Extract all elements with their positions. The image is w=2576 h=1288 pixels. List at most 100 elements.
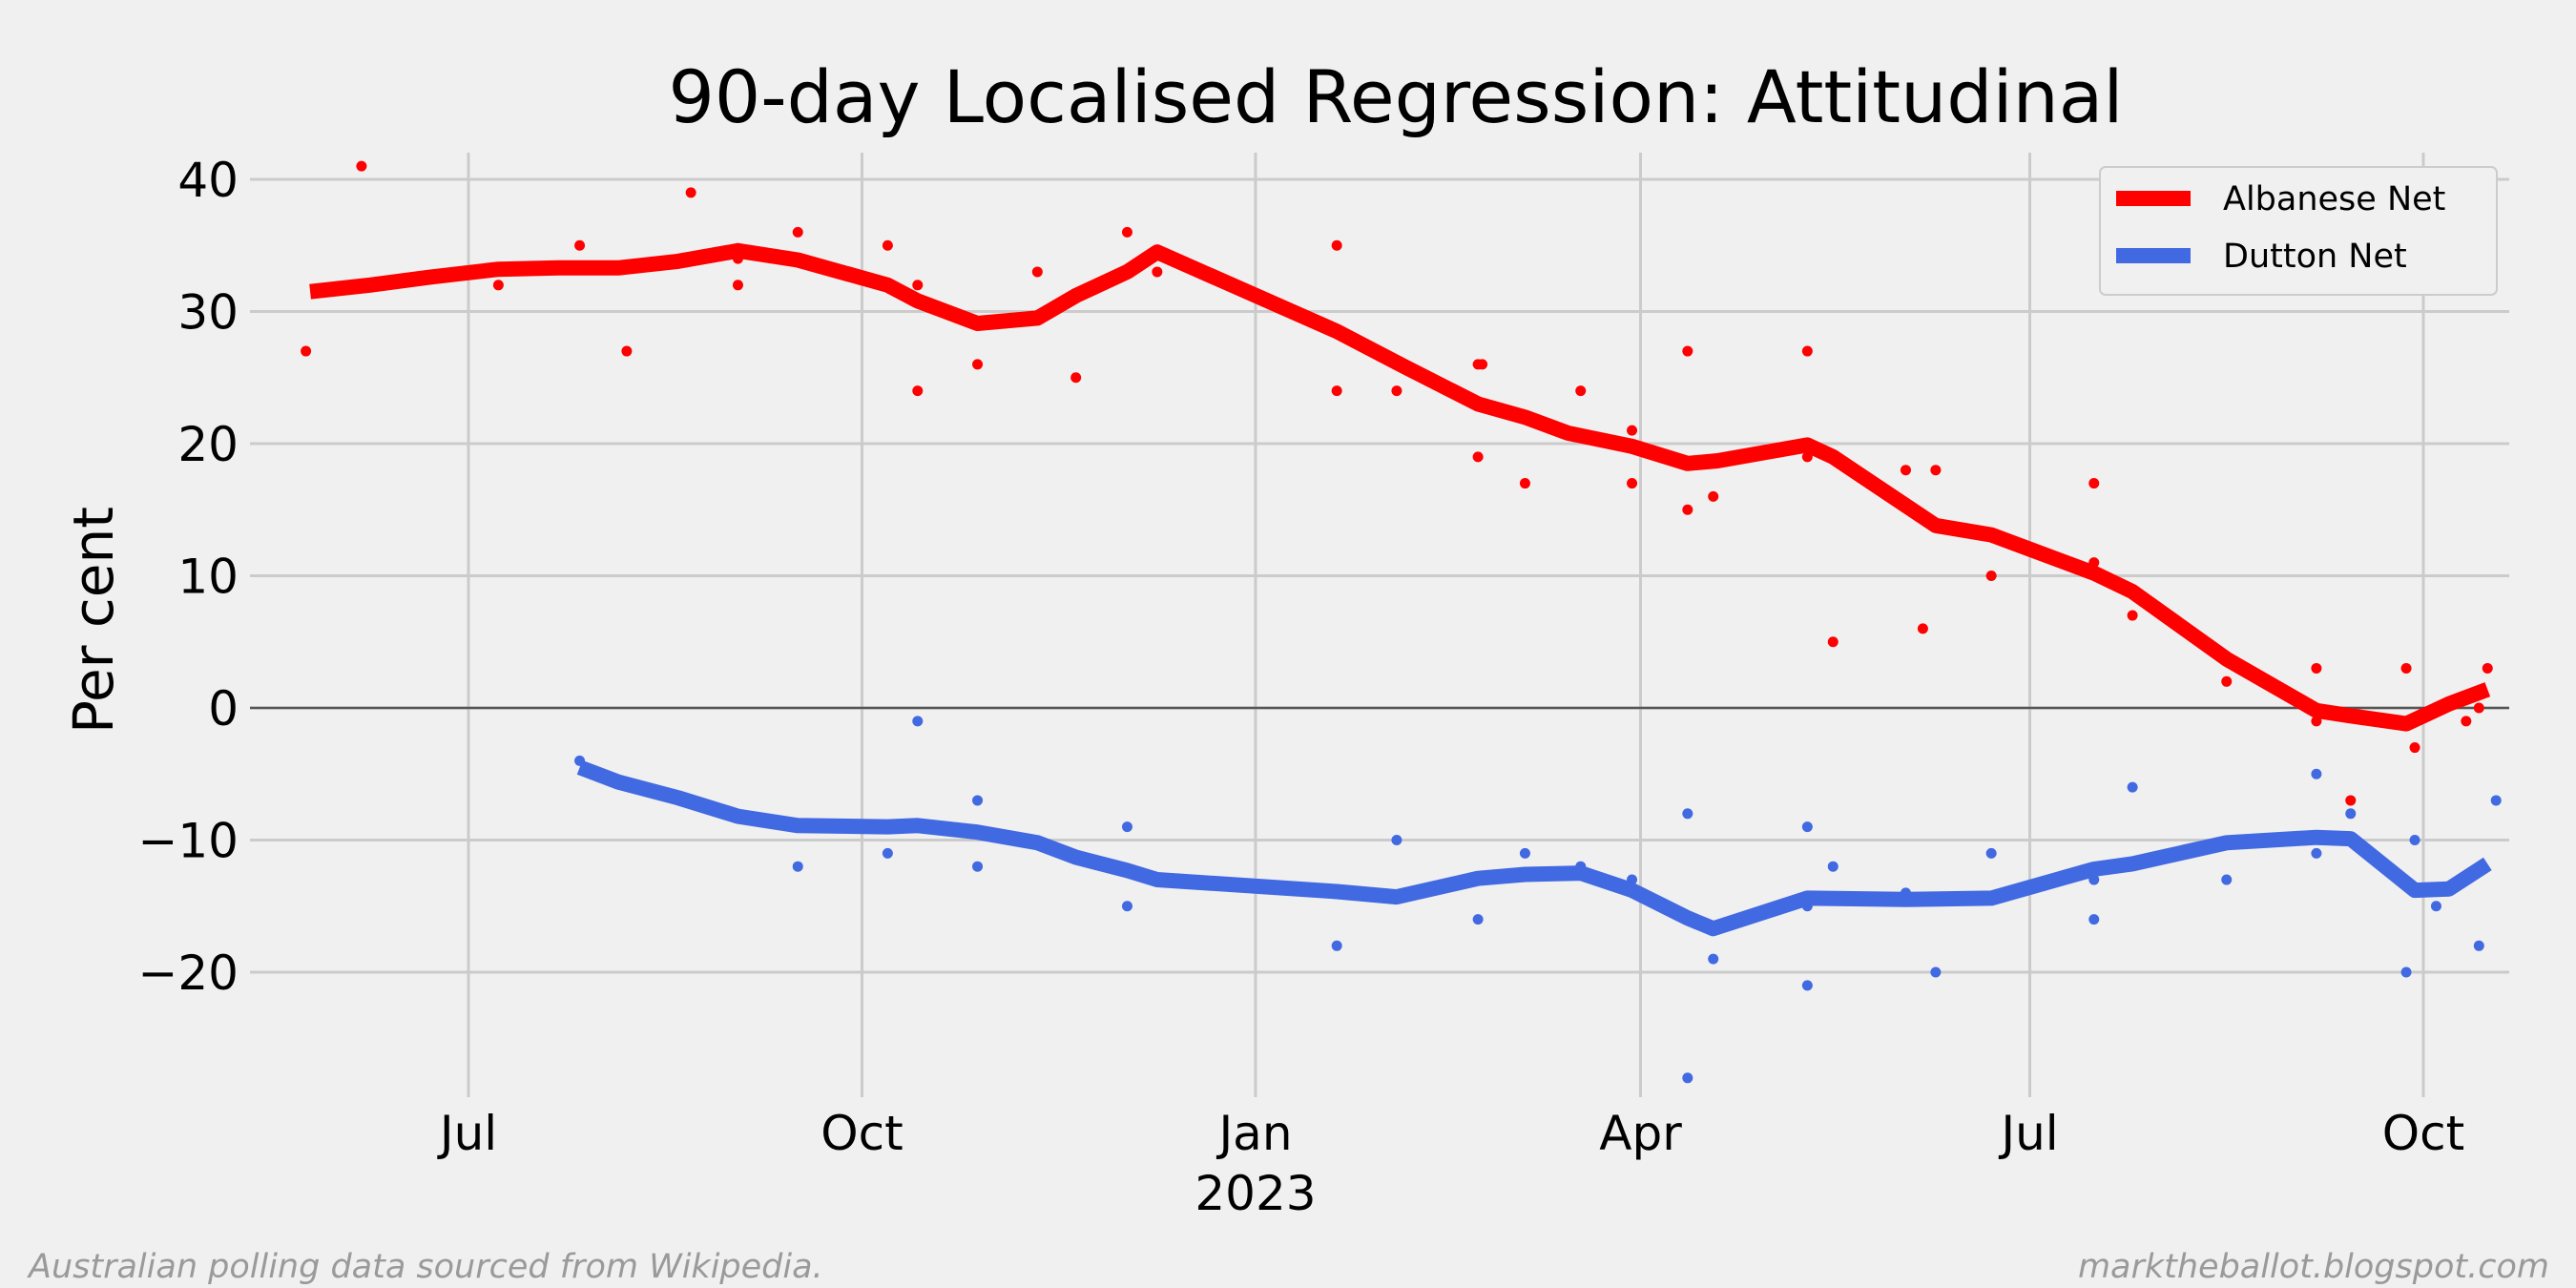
data-point-albanese-net bbox=[2088, 478, 2100, 489]
data-point-albanese-net bbox=[2409, 742, 2420, 754]
data-point-dutton-net bbox=[1121, 901, 1132, 912]
data-point-dutton-net bbox=[1472, 914, 1484, 925]
data-point-albanese-net bbox=[356, 160, 367, 172]
data-point-albanese-net bbox=[1519, 478, 1530, 489]
data-point-albanese-net bbox=[621, 345, 633, 357]
y-tick-label: −20 bbox=[137, 945, 239, 1001]
data-point-albanese-net bbox=[792, 226, 803, 238]
x-tick-label: Oct bbox=[2382, 1106, 2464, 1161]
series-layer bbox=[301, 160, 2502, 1084]
data-point-albanese-net bbox=[912, 280, 924, 291]
data-point-dutton-net bbox=[2430, 901, 2441, 912]
data-point-albanese-net bbox=[1682, 504, 1693, 515]
y-axis-label: Per cent bbox=[61, 507, 126, 734]
legend: Albanese Net Dutton Net bbox=[2099, 166, 2498, 296]
data-point-dutton-net bbox=[1391, 835, 1402, 845]
data-point-albanese-net bbox=[912, 385, 924, 397]
data-point-dutton-net bbox=[912, 716, 924, 727]
data-point-albanese-net bbox=[1708, 490, 1719, 502]
series-dutton-net bbox=[574, 716, 2502, 1084]
data-point-albanese-net bbox=[1152, 266, 1163, 278]
data-point-albanese-net bbox=[2345, 795, 2357, 806]
data-point-albanese-net bbox=[685, 187, 696, 198]
data-point-albanese-net bbox=[1682, 345, 1693, 357]
data-point-albanese-net bbox=[2400, 662, 2412, 674]
y-tick-label: 30 bbox=[177, 285, 239, 341]
data-point-dutton-net bbox=[1985, 847, 1997, 859]
data-point-albanese-net bbox=[574, 239, 586, 251]
data-point-albanese-net bbox=[1801, 345, 1813, 357]
data-point-dutton-net bbox=[2088, 914, 2100, 925]
data-point-dutton-net bbox=[1827, 861, 1839, 872]
y-tick-label: 40 bbox=[177, 153, 239, 208]
data-point-dutton-net bbox=[1682, 1072, 1693, 1084]
x-tick-label: Apr bbox=[1599, 1106, 1682, 1161]
data-point-dutton-net bbox=[1801, 980, 1813, 991]
data-point-albanese-net bbox=[1627, 478, 1638, 489]
data-point-dutton-net bbox=[2400, 966, 2412, 978]
data-point-dutton-net bbox=[792, 861, 803, 872]
x-tick-label: Oct bbox=[821, 1106, 903, 1161]
data-point-albanese-net bbox=[1070, 372, 1082, 384]
x-tick-label: Jan bbox=[1215, 1106, 1292, 1161]
data-point-albanese-net bbox=[492, 280, 504, 291]
data-point-dutton-net bbox=[2409, 835, 2420, 845]
x-tick-year-label: 2023 bbox=[1195, 1166, 1316, 1221]
chart-title: 90-day Localised Regression: Attitudinal bbox=[669, 54, 2124, 139]
data-point-dutton-net bbox=[1682, 808, 1693, 820]
data-point-albanese-net bbox=[1331, 385, 1342, 397]
data-point-albanese-net bbox=[1985, 571, 1997, 581]
series-albanese-net bbox=[301, 160, 2493, 806]
y-tick-label: 10 bbox=[177, 550, 239, 605]
data-point-dutton-net bbox=[2311, 847, 2322, 859]
footnote-website: marktheballot.blogspot.com bbox=[2077, 1248, 2549, 1286]
data-point-albanese-net bbox=[1477, 359, 1488, 370]
data-point-dutton-net bbox=[1519, 847, 1530, 859]
data-point-albanese-net bbox=[882, 239, 893, 251]
trend-line-dutton-net bbox=[576, 759, 2492, 937]
data-point-albanese-net bbox=[2482, 662, 2493, 674]
data-point-albanese-net bbox=[1900, 465, 1911, 476]
data-point-albanese-net bbox=[1575, 385, 1587, 397]
data-point-dutton-net bbox=[2473, 940, 2484, 951]
data-point-albanese-net bbox=[1331, 239, 1342, 251]
trend-line-albanese-net bbox=[309, 242, 2491, 732]
data-point-albanese-net bbox=[1031, 266, 1043, 278]
y-tick-label: −10 bbox=[137, 814, 239, 869]
data-point-dutton-net bbox=[2311, 768, 2322, 779]
data-point-dutton-net bbox=[2345, 808, 2357, 820]
data-point-albanese-net bbox=[2221, 675, 2233, 687]
data-point-albanese-net bbox=[1930, 465, 1942, 476]
data-point-dutton-net bbox=[1331, 940, 1342, 951]
legend-frame bbox=[2099, 166, 2498, 296]
data-point-albanese-net bbox=[2473, 702, 2484, 714]
data-point-dutton-net bbox=[2490, 795, 2502, 806]
data-point-dutton-net bbox=[1708, 953, 1719, 965]
data-point-albanese-net bbox=[2461, 716, 2472, 727]
y-tick-label: 20 bbox=[177, 417, 239, 472]
data-point-albanese-net bbox=[1121, 226, 1132, 238]
data-point-albanese-net bbox=[1391, 385, 1402, 397]
data-point-albanese-net bbox=[2311, 662, 2322, 674]
data-point-dutton-net bbox=[1121, 821, 1132, 833]
data-point-albanese-net bbox=[732, 280, 743, 291]
data-point-albanese-net bbox=[1472, 451, 1484, 463]
data-point-dutton-net bbox=[2127, 781, 2138, 793]
x-tick-label: Jul bbox=[1998, 1106, 2058, 1161]
y-tick-label: 0 bbox=[208, 681, 239, 737]
data-point-dutton-net bbox=[972, 795, 984, 806]
data-point-albanese-net bbox=[1827, 636, 1839, 648]
legend-label-dutton-net: Dutton Net bbox=[2223, 238, 2407, 276]
data-point-dutton-net bbox=[882, 847, 893, 859]
legend-label-albanese-net: Albanese Net bbox=[2223, 180, 2445, 218]
data-point-albanese-net bbox=[1917, 623, 1928, 634]
data-point-dutton-net bbox=[972, 861, 984, 872]
data-point-albanese-net bbox=[301, 345, 312, 357]
data-point-dutton-net bbox=[2221, 874, 2233, 885]
footnote-source: Australian polling data sourced from Wik… bbox=[29, 1248, 823, 1286]
data-point-albanese-net bbox=[2127, 610, 2138, 621]
data-point-albanese-net bbox=[1627, 425, 1638, 436]
data-point-albanese-net bbox=[972, 359, 984, 370]
